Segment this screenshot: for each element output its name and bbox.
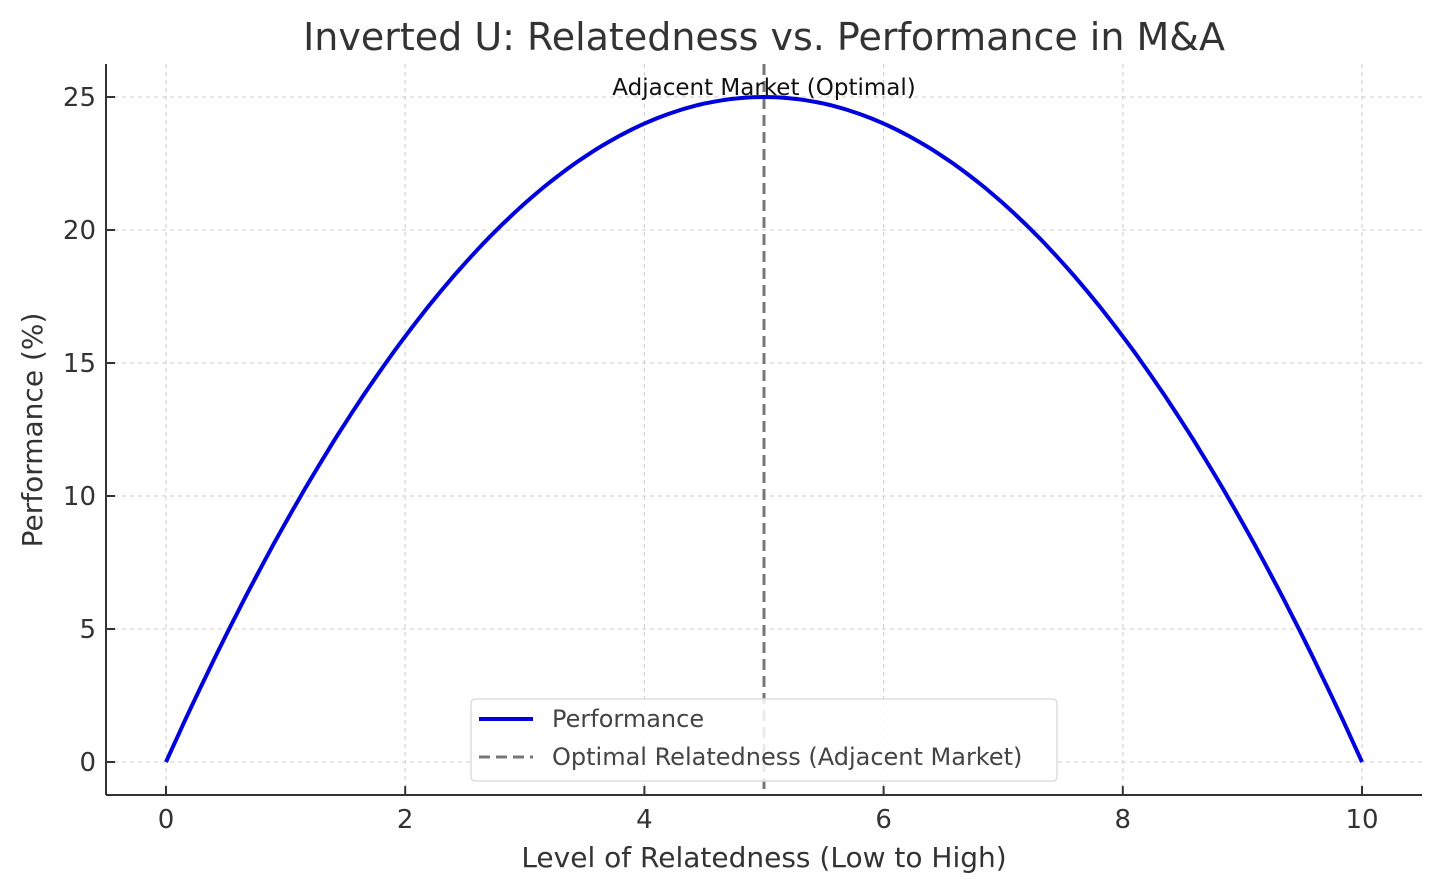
performance-line bbox=[164, 94, 1364, 763]
chart-title: Inverted U: Relatedness vs. Performance … bbox=[303, 15, 1225, 59]
x-tick-label: 0 bbox=[158, 805, 175, 835]
x-tick-label: 10 bbox=[1345, 805, 1378, 835]
y-tick-label: 5 bbox=[79, 615, 96, 645]
y-tick-label: 15 bbox=[63, 349, 96, 379]
x-tick-label: 4 bbox=[636, 805, 653, 835]
x-tick-label: 2 bbox=[397, 805, 414, 835]
y-axis-label: Performance (%) bbox=[16, 313, 49, 548]
y-tick-label: 20 bbox=[63, 216, 96, 246]
legend-optimal-label: Optimal Relatedness (Adjacent Market) bbox=[552, 743, 1022, 771]
y-tick-label: 25 bbox=[63, 83, 96, 113]
legend: Performance Optimal Relatedness (Adjacen… bbox=[470, 698, 1058, 782]
x-tick-label: 8 bbox=[1115, 805, 1132, 835]
ticks: 0 2 4 6 8 10 0 5 10 15 20 25 bbox=[63, 83, 1379, 835]
y-tick-label: 0 bbox=[79, 748, 96, 778]
legend-performance-label: Performance bbox=[552, 705, 704, 733]
y-tick-label: 10 bbox=[63, 482, 96, 512]
x-tick-label: 6 bbox=[875, 805, 892, 835]
annotation-adjacent-market: Adjacent Market (Optimal) bbox=[612, 75, 915, 101]
x-axis-label: Level of Relatedness (Low to High) bbox=[521, 841, 1006, 874]
